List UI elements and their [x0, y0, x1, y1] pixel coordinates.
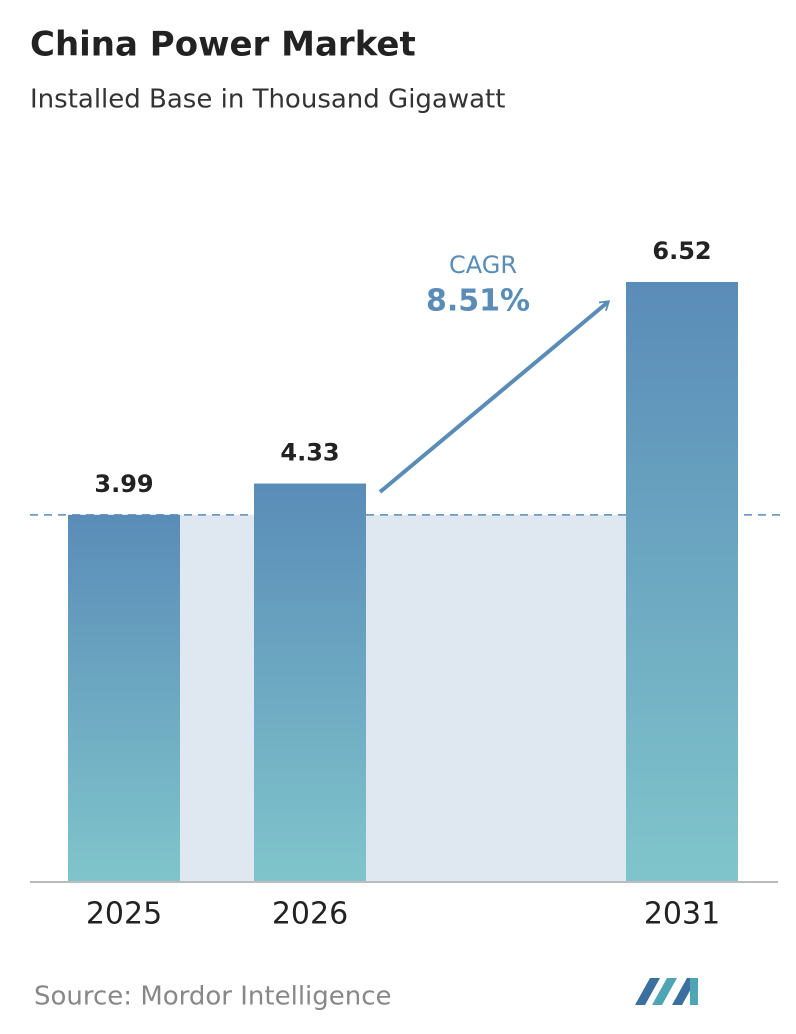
value-label: 3.99	[94, 470, 153, 498]
bar	[254, 483, 366, 882]
cagr-arrow	[378, 302, 608, 494]
logo	[635, 978, 698, 1005]
x-tick-label: 2031	[644, 897, 720, 932]
x-tick-label: 2026	[272, 897, 348, 932]
cagr-value: 8.51%	[426, 284, 530, 319]
value-label: 4.33	[280, 439, 339, 467]
bar	[68, 514, 180, 882]
value-label: 6.52	[652, 237, 711, 265]
chart-title: China Power Market	[30, 25, 416, 65]
source: Source: Mordor Intelligence	[34, 982, 392, 1012]
x-tick-label: 2025	[86, 897, 162, 932]
cagr-label: CAGR	[449, 251, 517, 279]
bar	[626, 282, 738, 882]
chart-subtitle: Installed Base in Thousand Gigawatt	[30, 85, 505, 115]
